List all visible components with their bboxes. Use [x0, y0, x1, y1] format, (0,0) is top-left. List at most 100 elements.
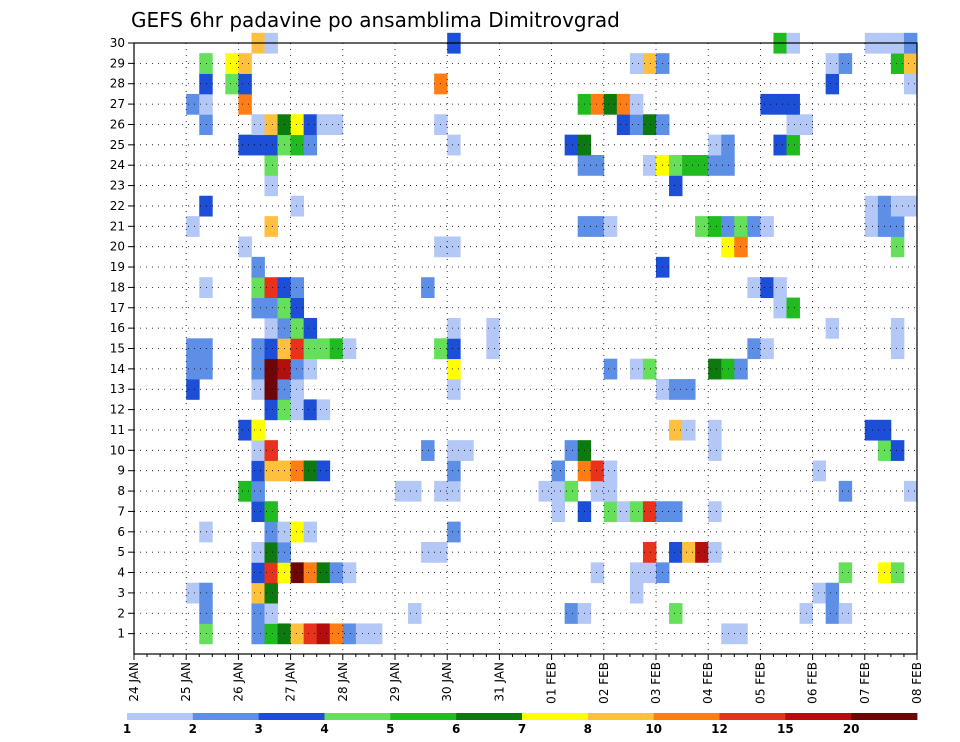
- precip-cell: [290, 114, 305, 136]
- precip-cell: [238, 73, 252, 95]
- precip-cell: [721, 155, 735, 176]
- precip-cell: [669, 501, 683, 523]
- precip-cell: [708, 419, 722, 441]
- precip-cell: [264, 134, 278, 156]
- precip-cell: [708, 216, 722, 237]
- precip-cell: [251, 114, 265, 136]
- x-tick-label: 08 FEB: [910, 662, 924, 704]
- precip-cell: [903, 195, 918, 217]
- precip-cell: [303, 623, 318, 645]
- precip-cell: [303, 521, 318, 543]
- precip-cell: [642, 53, 657, 74]
- precip-cell: [408, 603, 422, 624]
- precip-cell: [629, 582, 644, 604]
- precip-cell: [590, 480, 605, 502]
- colorbar-tick-label: 1: [123, 722, 131, 736]
- precip-cell: [669, 379, 683, 400]
- precip-cell: [199, 114, 213, 136]
- precip-cell: [669, 155, 683, 176]
- precip-cell: [251, 480, 265, 502]
- precip-cell: [342, 338, 357, 360]
- precip-cell: [447, 440, 461, 461]
- precip-cell: [590, 216, 605, 237]
- x-tick-label: 04 FEB: [701, 662, 715, 704]
- precip-cell: [316, 562, 331, 584]
- colorbar-tick-label: 2: [189, 722, 197, 736]
- precip-cell: [368, 623, 383, 645]
- precip-cell: [238, 480, 252, 502]
- precip-cell: [238, 236, 252, 258]
- precip-cell: [721, 358, 735, 380]
- precip-cell: [447, 134, 461, 156]
- precip-cell: [316, 399, 331, 421]
- precip-cell: [251, 460, 265, 482]
- precip-cell: [603, 216, 618, 237]
- precip-cell: [721, 216, 735, 237]
- precip-cell: [708, 134, 722, 156]
- precip-cell: [264, 358, 278, 380]
- precip-cell: [199, 195, 213, 217]
- x-tick-label: 28 JAN: [336, 662, 350, 702]
- precip-cell: [290, 399, 305, 421]
- precip-cell: [564, 603, 579, 624]
- precip-cell: [734, 236, 748, 258]
- precip-cell: [251, 358, 265, 380]
- colorbar-tick-label: 20: [843, 722, 860, 736]
- precip-cell: [590, 155, 605, 176]
- precip-cell: [447, 358, 461, 380]
- colorbar-swatch: [456, 713, 523, 720]
- colorbar-tick-label: 3: [254, 722, 262, 736]
- y-tick-label: 2: [117, 606, 125, 620]
- precip-cell: [251, 562, 265, 584]
- precip-cell: [564, 134, 579, 156]
- precip-cell: [290, 379, 305, 400]
- precip-cell: [460, 440, 474, 461]
- precip-cell: [225, 53, 239, 74]
- precip-cell: [616, 501, 631, 523]
- precip-cell: [290, 338, 305, 360]
- y-tick-label: 25: [110, 138, 125, 152]
- colorbar-tick-label: 7: [518, 722, 526, 736]
- y-tick-label: 17: [110, 301, 125, 315]
- precip-cell: [890, 195, 905, 217]
- precip-cell: [447, 480, 461, 502]
- precip-cell: [264, 582, 278, 604]
- precip-cell: [629, 53, 644, 74]
- precip-cell: [682, 541, 696, 563]
- precip-cell: [708, 501, 722, 523]
- precip-cell: [669, 603, 683, 624]
- precip-cell: [251, 338, 265, 360]
- precip-cell: [890, 338, 905, 360]
- precip-cell: [682, 419, 696, 441]
- y-tick-label: 14: [110, 362, 125, 376]
- precip-cell: [251, 256, 265, 278]
- y-tick-label: 15: [110, 342, 125, 356]
- colorbar-swatch: [324, 713, 391, 720]
- y-tick-label: 20: [110, 240, 125, 254]
- precip-cell: [773, 277, 787, 298]
- y-tick-label: 26: [110, 117, 125, 131]
- precip-cell: [786, 134, 800, 156]
- x-tick-label: 01 FEB: [545, 662, 559, 704]
- y-tick-label: 6: [117, 525, 125, 539]
- precip-cell: [629, 358, 644, 380]
- y-tick-label: 4: [117, 566, 125, 580]
- precip-cell: [590, 93, 605, 115]
- precip-cell: [447, 236, 461, 258]
- precip-cell: [251, 379, 265, 400]
- precip-cell: [290, 195, 305, 217]
- precip-cell: [238, 53, 252, 74]
- precip-cell: [290, 277, 305, 298]
- y-tick-label: 8: [117, 484, 125, 498]
- precip-cell: [642, 562, 657, 584]
- precip-cell: [773, 297, 787, 319]
- precip-cell: [721, 134, 735, 156]
- precip-cell: [264, 521, 278, 543]
- precip-cell: [199, 53, 213, 74]
- precip-cell: [264, 379, 278, 400]
- precip-cell: [773, 93, 787, 115]
- precip-cell: [669, 419, 683, 441]
- precip-cell: [264, 399, 278, 421]
- y-tick-label: 29: [110, 56, 125, 70]
- precip-cell: [199, 338, 213, 360]
